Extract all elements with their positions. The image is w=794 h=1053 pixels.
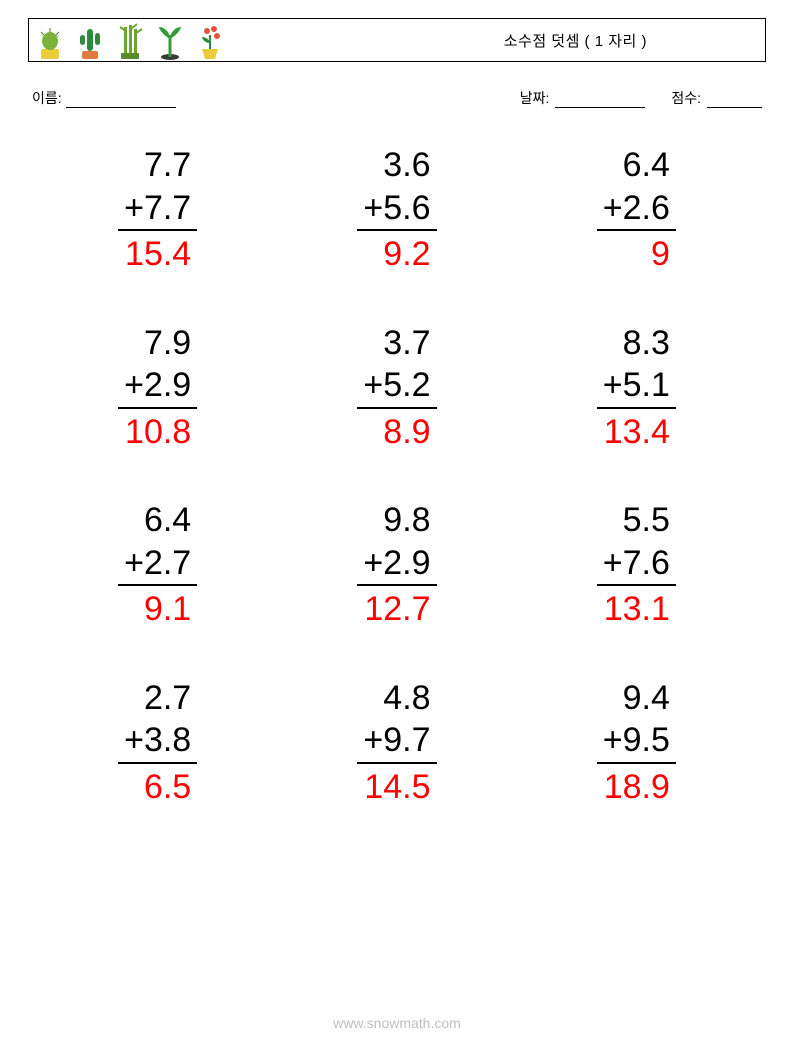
addend-b: +2.9	[118, 364, 197, 409]
answer: 14.5	[357, 764, 436, 809]
problem-5: 3.7+5.28.9	[297, 322, 496, 454]
addend-b: +7.6	[597, 542, 676, 587]
worksheet-title: 소수점 덧셈 ( 1 자리 )	[504, 30, 757, 51]
answer: 9	[597, 231, 676, 276]
addend-a: 6.4	[597, 144, 676, 187]
addend-b: +2.9	[357, 542, 436, 587]
meta-row: 이름: 날짜: 점수:	[28, 88, 766, 108]
meta-name: 이름:	[32, 88, 176, 108]
date-blank[interactable]	[555, 91, 645, 108]
addend-a: 7.9	[118, 322, 197, 365]
problem-stack: 9.4+9.518.9	[597, 677, 676, 809]
cactus-pot-icon	[33, 21, 67, 61]
addend-b: +9.5	[597, 719, 676, 764]
name-label: 이름:	[32, 88, 62, 108]
problem-stack: 8.3+5.113.4	[597, 322, 676, 454]
answer: 9.2	[357, 231, 436, 276]
footer-url: www.snowmath.com	[0, 1015, 794, 1031]
problem-stack: 6.4+2.79.1	[118, 499, 197, 631]
addend-b: +5.6	[357, 187, 436, 232]
addend-a: 2.7	[118, 677, 197, 720]
addend-a: 7.7	[118, 144, 197, 187]
addend-a: 3.6	[357, 144, 436, 187]
problem-6: 8.3+5.113.4	[537, 322, 736, 454]
answer: 8.9	[357, 409, 436, 454]
answer: 13.1	[597, 586, 676, 631]
problem-stack: 3.6+5.69.2	[357, 144, 436, 276]
score-label: 점수:	[671, 88, 701, 108]
problem-stack: 7.7+7.715.4	[118, 144, 197, 276]
date-label: 날짜:	[520, 88, 550, 108]
problem-3: 6.4+2.69	[537, 144, 736, 276]
addend-a: 6.4	[118, 499, 197, 542]
score-blank[interactable]	[707, 91, 762, 108]
problem-stack: 2.7+3.86.5	[118, 677, 197, 809]
header-box: 소수점 덧셈 ( 1 자리 )	[28, 18, 766, 62]
answer: 15.4	[118, 231, 197, 276]
sprout-icon	[153, 21, 187, 61]
answer: 18.9	[597, 764, 676, 809]
addend-a: 9.8	[357, 499, 436, 542]
answer: 13.4	[597, 409, 676, 454]
answer: 12.7	[357, 586, 436, 631]
addend-b: +3.8	[118, 719, 197, 764]
addend-a: 5.5	[597, 499, 676, 542]
problem-10: 2.7+3.86.5	[58, 677, 257, 809]
problem-stack: 5.5+7.613.1	[597, 499, 676, 631]
problem-stack: 7.9+2.910.8	[118, 322, 197, 454]
answer: 9.1	[118, 586, 197, 631]
problem-8: 9.8+2.912.7	[297, 499, 496, 631]
problem-stack: 3.7+5.28.9	[357, 322, 436, 454]
addend-b: +5.1	[597, 364, 676, 409]
problem-stack: 4.8+9.714.5	[357, 677, 436, 809]
problem-2: 3.6+5.69.2	[297, 144, 496, 276]
problem-9: 5.5+7.613.1	[537, 499, 736, 631]
problem-1: 7.7+7.715.4	[58, 144, 257, 276]
addend-b: +9.7	[357, 719, 436, 764]
problem-11: 4.8+9.714.5	[297, 677, 496, 809]
addend-a: 9.4	[597, 677, 676, 720]
answer: 6.5	[118, 764, 197, 809]
bamboo-icon	[113, 21, 147, 61]
addend-b: +2.7	[118, 542, 197, 587]
problem-12: 9.4+9.518.9	[537, 677, 736, 809]
addend-a: 3.7	[357, 322, 436, 365]
problem-4: 7.9+2.910.8	[58, 322, 257, 454]
cactus-tall-icon	[73, 21, 107, 61]
addend-a: 4.8	[357, 677, 436, 720]
problem-7: 6.4+2.79.1	[58, 499, 257, 631]
flower-pot-icon	[193, 21, 227, 61]
addend-b: +2.6	[597, 187, 676, 232]
problem-stack: 6.4+2.69	[597, 144, 676, 276]
addend-b: +7.7	[118, 187, 197, 232]
worksheet-page: 소수점 덧셈 ( 1 자리 ) 이름: 날짜: 점수: 7.7+7.715.4 3…	[0, 0, 794, 1053]
problems-grid: 7.7+7.715.43.6+5.69.26.4+2.697.9+2.910.8…	[28, 144, 766, 808]
answer: 10.8	[118, 409, 197, 454]
name-blank[interactable]	[66, 91, 176, 108]
header-icons	[33, 19, 227, 61]
problem-stack: 9.8+2.912.7	[357, 499, 436, 631]
addend-a: 8.3	[597, 322, 676, 365]
addend-b: +5.2	[357, 364, 436, 409]
